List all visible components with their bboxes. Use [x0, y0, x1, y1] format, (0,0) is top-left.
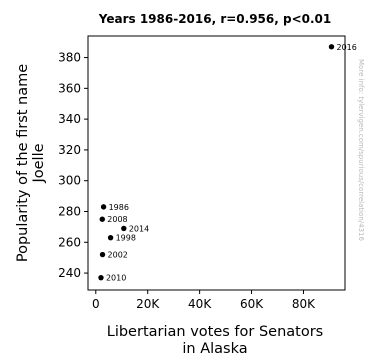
y-tick-label: 380 — [58, 51, 81, 65]
data-point-label-2016: 2016 — [337, 43, 357, 52]
x-axis-label-line-1: Libertarian votes for Senators — [107, 324, 323, 340]
y-tick-label: 280 — [58, 204, 81, 218]
data-point-2014 — [121, 225, 127, 232]
x-tick-label: 80K — [292, 297, 316, 311]
plot-area — [87, 35, 346, 291]
data-point-label-2002: 2002 — [108, 251, 128, 260]
x-tick-label: 40K — [188, 297, 212, 311]
watermark-text: More info: tylervigen.com/spurious/corre… — [357, 59, 365, 241]
y-tick-label: 360 — [58, 81, 81, 95]
data-point-label-2008: 2008 — [107, 215, 127, 224]
y-tick-label: 320 — [58, 143, 81, 157]
x-tick-label: 60K — [240, 297, 264, 311]
y-tick-label: 240 — [58, 266, 81, 280]
chart-title: Years 1986-2016, r=0.956, p<0.01 — [98, 12, 332, 26]
x-tick-label: 20K — [136, 297, 160, 311]
data-point-2016 — [328, 44, 335, 50]
x-axis-label-line-2: in Alaska — [182, 341, 247, 356]
data-point-label-1998: 1998 — [116, 234, 136, 243]
data-point-1998 — [107, 234, 114, 241]
data-point-2002 — [99, 251, 106, 258]
x-tick-label: 0 — [92, 297, 100, 311]
data-point-2008 — [99, 216, 105, 222]
data-point-label-2014: 2014 — [129, 224, 149, 233]
data-point-label-1986: 1986 — [109, 203, 129, 212]
x-axis: 0 20K 40K 60K 80K — [92, 290, 316, 311]
y-axis-label-line-1: Popularity of the first name — [15, 64, 31, 262]
y-tick-label: 340 — [58, 112, 81, 126]
y-axis-label-line-2: Joelle — [31, 143, 47, 183]
data-point-label-2010: 2010 — [106, 274, 126, 283]
data-point-1986 — [100, 204, 107, 210]
y-axis: 240 260 280 300 320 340 360 380 — [58, 51, 88, 280]
data-point-2010 — [98, 274, 104, 281]
y-tick-label: 300 — [58, 174, 81, 188]
y-tick-label: 260 — [58, 235, 81, 249]
